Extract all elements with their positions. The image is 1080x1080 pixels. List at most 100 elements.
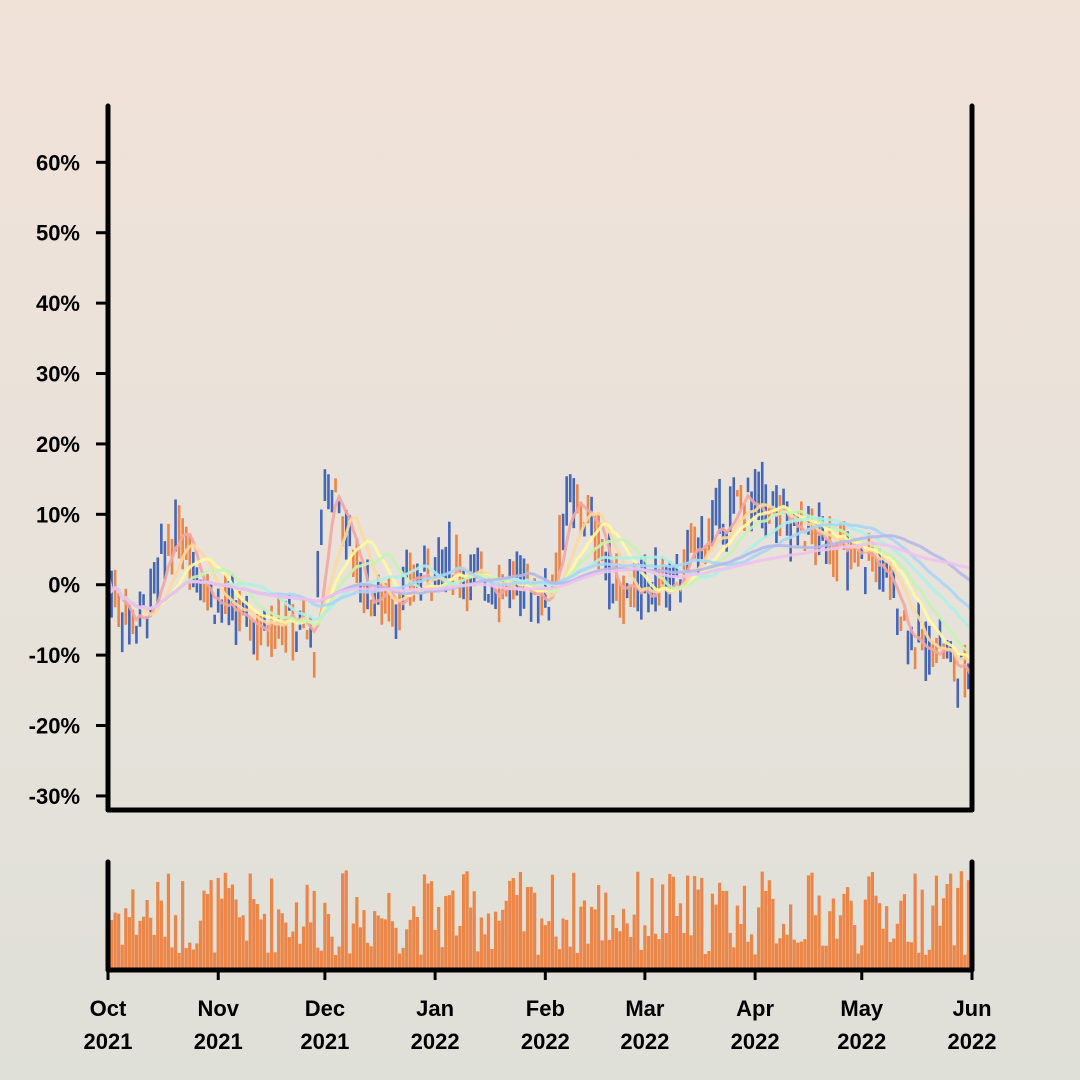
moving-average-lines [106,493,974,678]
volume-bar [461,874,466,970]
volume-bar [536,954,540,970]
volume-bar [760,871,764,970]
volume-bar [159,900,163,970]
volume-bar [952,945,956,970]
volume-bar [237,917,242,970]
y-tick-label: 40% [36,291,80,316]
volume-bar [223,872,227,970]
volume-bar [721,890,725,970]
volume-bar [885,906,889,970]
volume-bar [394,927,398,970]
volume-bar [152,934,156,970]
volume-bar [661,884,665,970]
volume-bar [341,873,345,970]
volume-bar [248,873,252,970]
volume-bar [611,915,615,970]
volume-bar [465,871,469,970]
volume-bar [284,922,288,970]
volume-bar [205,894,210,970]
volume-bar [803,939,807,970]
volume-bar [853,925,857,970]
volume-bar [529,886,533,970]
volume-bar [134,934,139,970]
volume-bar [291,931,295,970]
volume-bar [828,911,832,970]
volume-bar [870,871,875,970]
volume-bar [216,877,220,970]
volume-bar [746,941,750,970]
volume-bar [479,917,483,970]
volume-bar [863,899,867,970]
volume-bar [575,952,579,970]
volume-bar [166,873,171,970]
volume-bar [838,915,843,970]
x-tick-year: 2022 [521,1029,570,1054]
volume-bar [497,920,501,970]
x-tick-month: Apr [736,996,774,1021]
volume-bar [899,900,903,970]
volume-bar [664,933,668,970]
volume-bar [173,915,178,970]
volume-bar [344,870,348,970]
volume-bar [806,875,811,970]
volume-bar [501,909,505,970]
volume-bar [230,884,235,970]
volume-bar [959,871,963,970]
volume-bar [717,882,722,970]
volume-bar [269,878,274,970]
volume-bar [636,871,640,970]
volume-bar [127,917,131,970]
volume-bar [390,921,395,970]
x-tick-month: Mar [625,996,665,1021]
volume-bar [966,880,971,970]
volume-bar [358,927,363,970]
volume-bar [287,937,291,970]
volume-bar [266,952,270,970]
volume-bar [351,923,355,970]
volume-bar [458,926,462,970]
volume-bar [710,893,715,970]
volume-bar [565,919,569,970]
volume-bar [650,878,654,970]
volume-bar [408,919,412,970]
volume-bar [277,909,281,970]
x-tick-month: May [840,996,884,1021]
volume-bar [280,913,284,970]
volume-bar [792,939,796,970]
x-tick-year: 2022 [411,1029,460,1054]
volume-bar [639,949,643,970]
volume-bar [963,954,967,970]
y-tick-label: 10% [36,502,80,527]
volume-bar [412,906,416,970]
volume-bar [429,881,434,970]
volume-bar [294,902,299,970]
volume-bar [490,949,494,970]
volume-bar [259,919,263,970]
volume-bar [504,900,508,970]
volume-bar [941,898,946,970]
volume-bar [301,926,306,970]
volume-bar [387,893,391,970]
volume-bar [191,949,195,970]
volume-bar [113,912,117,970]
volume-bar [401,947,405,970]
volume-bar [607,939,611,970]
volume-bar [348,953,352,970]
volume-bar [568,946,572,970]
volume-bar [753,954,757,970]
volume-bar [732,947,736,970]
volume-bar [604,892,608,970]
volume-bar [881,928,885,970]
volume-bar [877,903,882,970]
volume-bar [796,942,800,970]
volume-bar [543,925,547,970]
volume-bar [547,921,551,970]
volume-bar [867,876,871,970]
volume-bar [888,941,892,970]
volume-bar [831,898,835,970]
volume-bar [227,888,231,970]
volume-bar [678,903,683,970]
volume-bar [824,945,828,970]
x-tick-month: Dec [305,996,345,1021]
volume-bar [525,887,530,970]
